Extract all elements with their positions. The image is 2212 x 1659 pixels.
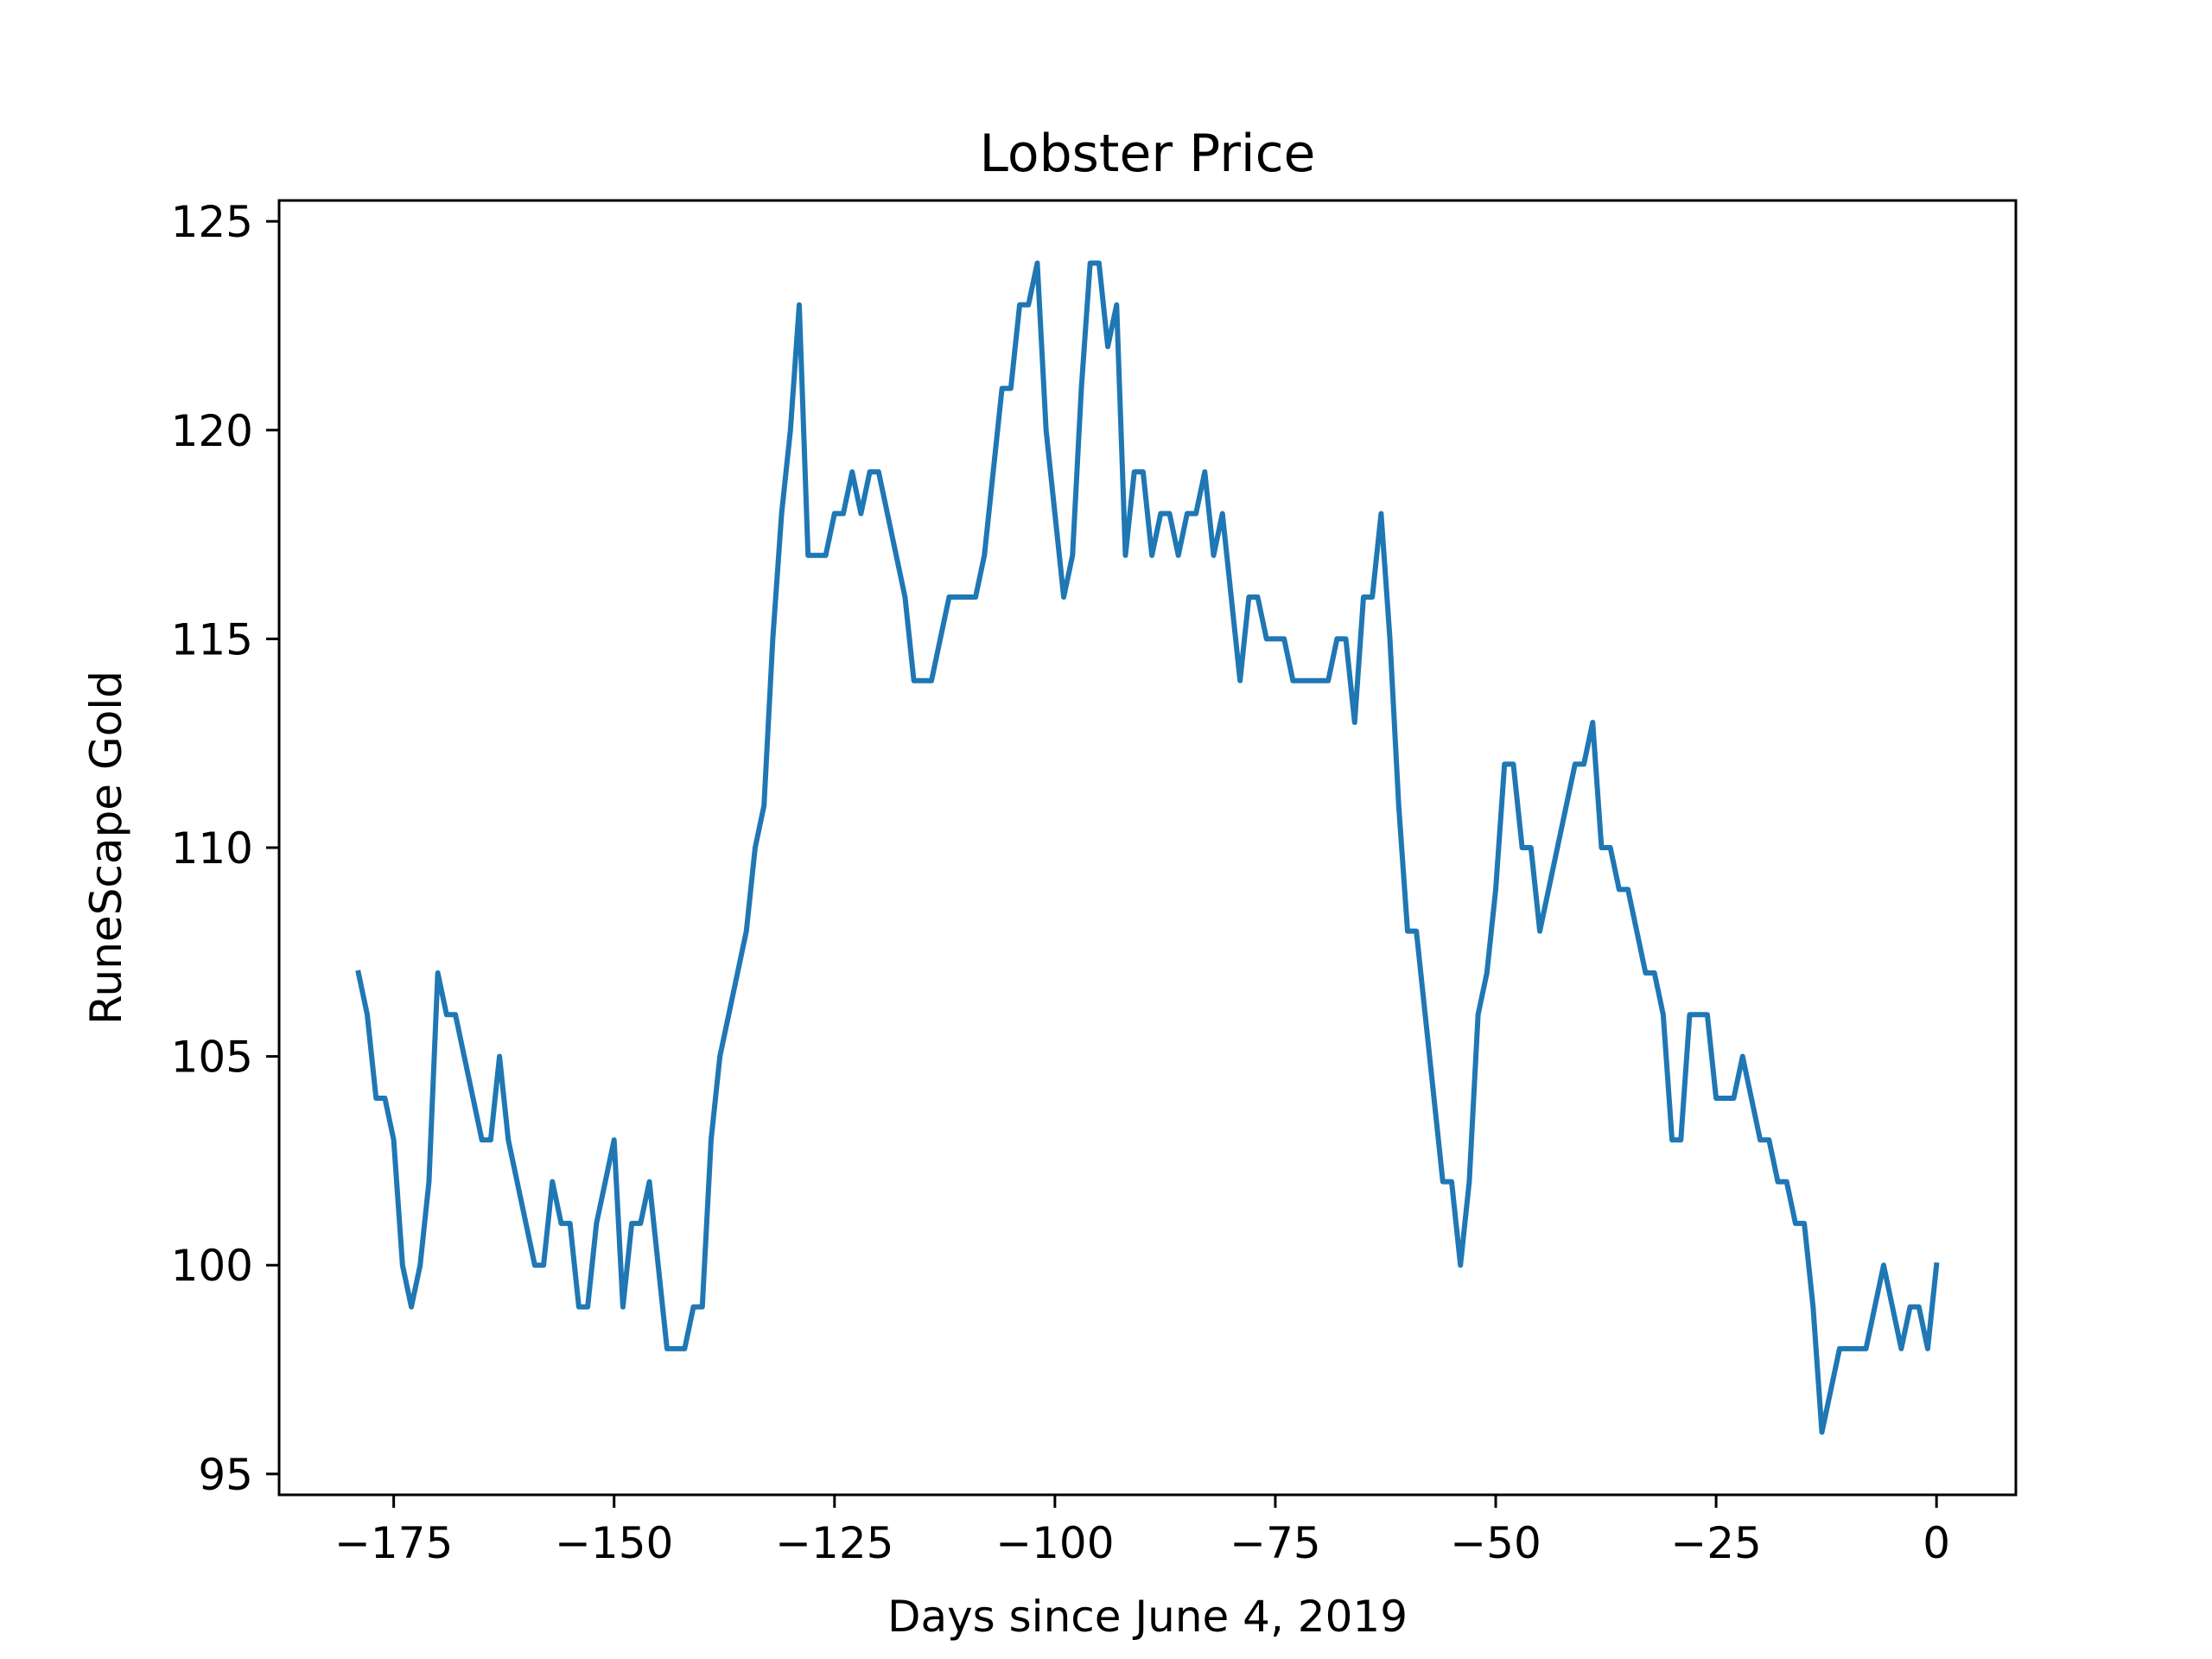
y-tick-label: 115 bbox=[171, 614, 253, 664]
x-tick-label: −100 bbox=[995, 1518, 1114, 1568]
x-tick-label: 0 bbox=[1923, 1518, 1950, 1568]
x-axis-label: Days since June 4, 2019 bbox=[887, 1592, 1408, 1642]
y-tick-label: 125 bbox=[171, 197, 253, 247]
chart-title: Lobster Price bbox=[980, 124, 1316, 184]
y-tick-label: 95 bbox=[198, 1450, 253, 1500]
x-tick-label: −175 bbox=[334, 1518, 453, 1568]
y-tick-label: 120 bbox=[171, 406, 253, 456]
y-tick-label: 100 bbox=[171, 1241, 253, 1291]
y-tick-label: 110 bbox=[171, 823, 253, 874]
x-tick-label: −150 bbox=[555, 1518, 673, 1568]
x-tick-label: −50 bbox=[1450, 1518, 1541, 1568]
price-series-line bbox=[355, 260, 1940, 1435]
y-tick-label: 105 bbox=[171, 1033, 253, 1083]
x-axis: −175 −150 −125 −100 −75 −50 −25 0 bbox=[334, 1495, 1950, 1568]
x-tick-label: −125 bbox=[775, 1518, 893, 1568]
x-tick-label: −25 bbox=[1670, 1518, 1762, 1568]
plot-area bbox=[277, 199, 2018, 1497]
x-tick-label: −75 bbox=[1230, 1518, 1321, 1568]
plot-background bbox=[279, 200, 2016, 1495]
y-axis-label: RuneScape Gold bbox=[81, 671, 131, 1025]
y-axis: 95 100 105 110 115 120 125 bbox=[171, 197, 279, 1500]
